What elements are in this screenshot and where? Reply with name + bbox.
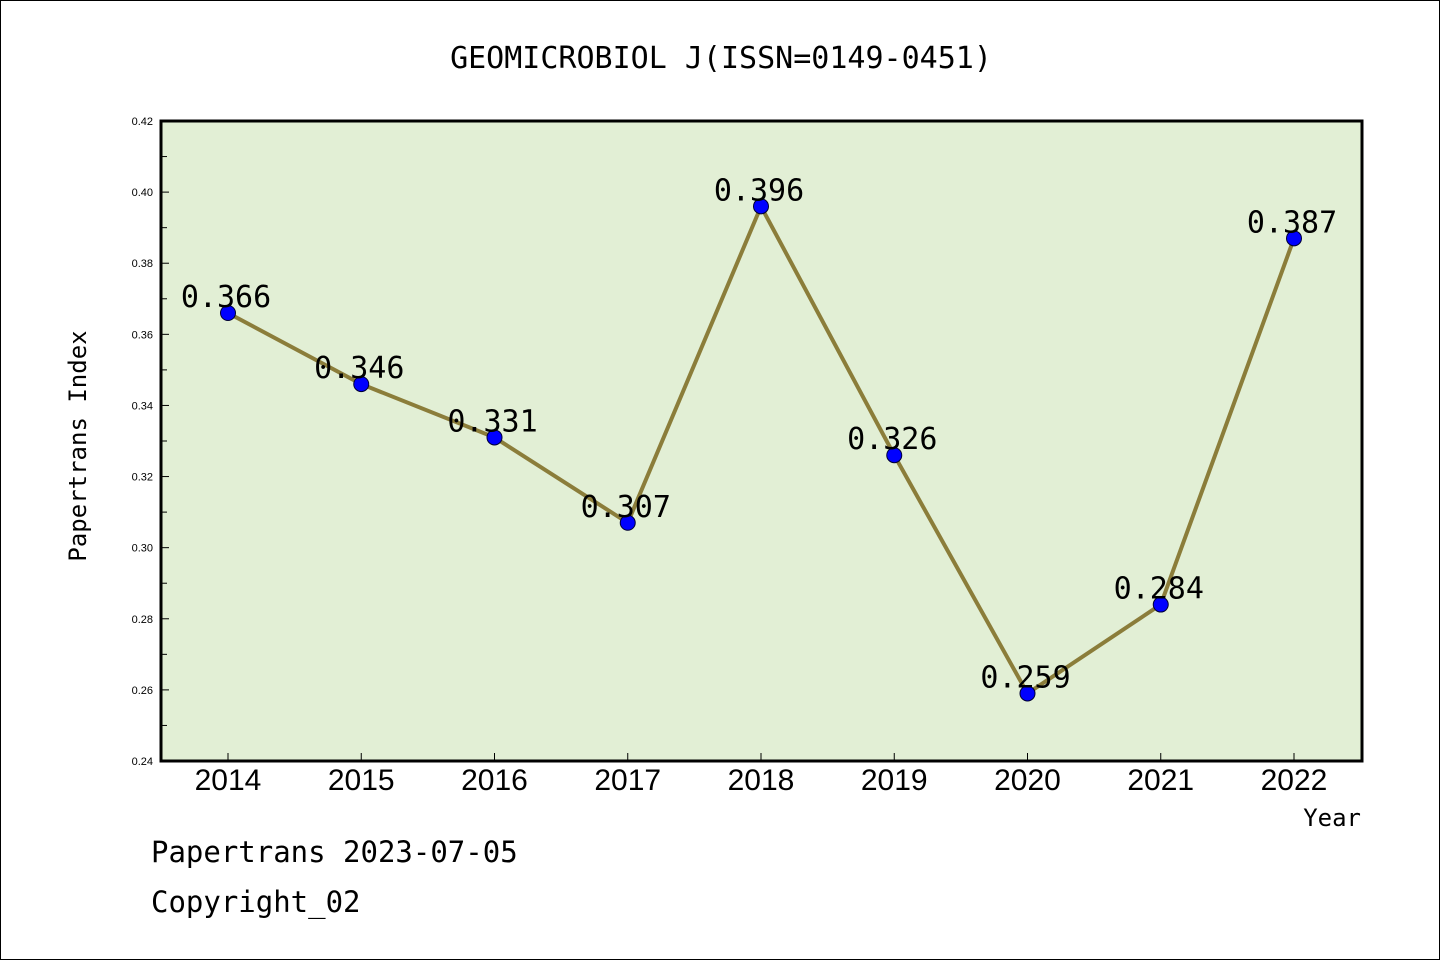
x-tick-label: 2018 bbox=[728, 764, 795, 797]
x-tick-label: 2016 bbox=[461, 764, 528, 797]
data-point bbox=[220, 305, 236, 321]
x-tick-label: 2021 bbox=[1127, 764, 1194, 797]
y-tick-label: 0.42 bbox=[132, 116, 153, 128]
x-tick-label: 2014 bbox=[195, 764, 262, 797]
data-point bbox=[1286, 230, 1302, 247]
series-group: 0.366 0.346 0.331 0.307 0.396 0.326 0.259 0.284… bbox=[181, 173, 1337, 702]
y-axis: 0.24 0.26 0.28 0.30 0.32 0.34 0.36 0.38 0.40 0.42 bbox=[132, 116, 169, 768]
x-axis: 2014 2015 2016 2017 2018 2019 2020 2021 2022 bbox=[195, 753, 1328, 797]
footer-copyright: Copyright_02 bbox=[151, 885, 361, 919]
data-point bbox=[1152, 596, 1169, 613]
x-tick-label: 2020 bbox=[994, 764, 1061, 797]
data-label: 0.259 bbox=[980, 660, 1070, 695]
x-tick-label: 2019 bbox=[861, 764, 928, 797]
data-point bbox=[886, 447, 903, 464]
data-point bbox=[486, 429, 503, 446]
data-label: 0.331 bbox=[447, 404, 537, 439]
y-tick-label: 0.24 bbox=[132, 756, 153, 768]
data-point bbox=[353, 376, 370, 393]
chart-title: GEOMICROBIOL J(ISSN=0149-0451) bbox=[450, 41, 992, 76]
y-tick-label: 0.26 bbox=[132, 685, 153, 697]
y-tick-label: 0.34 bbox=[132, 400, 153, 412]
data-label: 0.396 bbox=[714, 173, 804, 208]
y-tick-label: 0.28 bbox=[132, 614, 153, 626]
y-tick-label: 0.32 bbox=[132, 472, 153, 484]
data-point bbox=[1019, 685, 1036, 702]
data-label: 0.307 bbox=[581, 490, 671, 525]
data-label: 0.346 bbox=[314, 351, 404, 386]
data-point bbox=[619, 514, 636, 531]
data-label: 0.284 bbox=[1114, 572, 1204, 607]
x-tick-label: 2015 bbox=[328, 764, 395, 797]
x-tick-label: 2022 bbox=[1261, 764, 1328, 797]
data-label: 0.366 bbox=[181, 280, 271, 315]
y-tick-label: 0.36 bbox=[132, 329, 153, 341]
x-tick-label: 2017 bbox=[594, 764, 661, 797]
y-tick-label: 0.30 bbox=[132, 543, 153, 555]
y-tick-label: 0.40 bbox=[132, 187, 153, 199]
plot-area bbox=[159, 119, 1364, 763]
footer-date: Papertrans 2023-07-05 bbox=[151, 835, 518, 869]
y-tick-label: 0.38 bbox=[132, 258, 153, 270]
data-label: 0.326 bbox=[847, 422, 937, 457]
x-axis-label: Year bbox=[1303, 804, 1361, 832]
y-axis-label: Papertrans Index bbox=[64, 330, 92, 561]
data-point bbox=[753, 198, 769, 215]
data-label: 0.387 bbox=[1247, 205, 1337, 240]
